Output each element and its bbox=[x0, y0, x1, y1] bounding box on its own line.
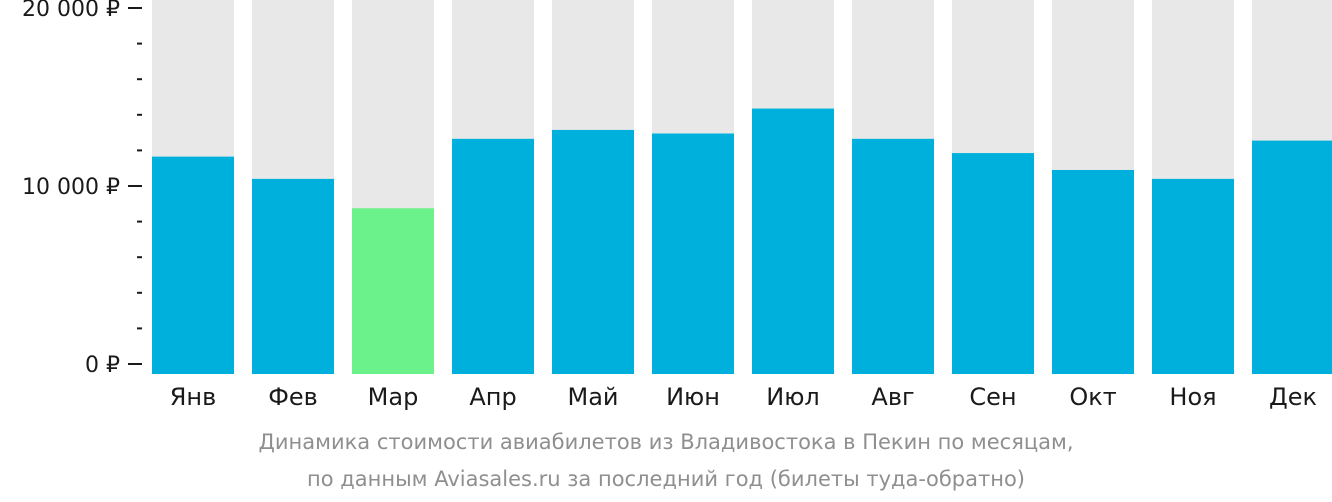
bar bbox=[1252, 140, 1332, 374]
y-tick-label: 0 ₽ bbox=[85, 353, 120, 378]
bar bbox=[1052, 169, 1134, 374]
bar bbox=[352, 208, 434, 374]
chart-caption-line-1: Динамика стоимости авиабилетов из Владив… bbox=[258, 430, 1074, 454]
bar bbox=[852, 138, 934, 374]
chart-caption-line-2: по данным Aviasales.ru за последний год … bbox=[307, 467, 1025, 491]
x-tick-label: Апр bbox=[469, 383, 516, 411]
x-tick-label: Окт bbox=[1069, 383, 1116, 411]
bar bbox=[252, 178, 334, 374]
x-tick-label: Дек bbox=[1269, 383, 1317, 411]
y-tick-label: 20 000 ₽ bbox=[22, 0, 120, 22]
x-tick-label: Авг bbox=[871, 383, 914, 411]
x-tick-label: Сен bbox=[969, 383, 1016, 411]
bar bbox=[952, 153, 1034, 374]
x-tick-label: Июн bbox=[666, 383, 720, 411]
y-tick-label: 10 000 ₽ bbox=[22, 175, 120, 200]
bar bbox=[452, 138, 534, 374]
x-tick-label: Ноя bbox=[1169, 383, 1216, 411]
bar bbox=[152, 156, 234, 374]
x-tick-label: Июл bbox=[766, 383, 820, 411]
bar bbox=[1152, 178, 1234, 374]
bar bbox=[752, 108, 834, 374]
bar bbox=[552, 129, 634, 374]
x-tick-label: Мар bbox=[368, 383, 419, 411]
x-tick-label: Янв bbox=[170, 383, 217, 411]
x-tick-label: Фев bbox=[268, 383, 318, 411]
bar bbox=[652, 133, 734, 374]
x-tick-label: Май bbox=[567, 383, 618, 411]
